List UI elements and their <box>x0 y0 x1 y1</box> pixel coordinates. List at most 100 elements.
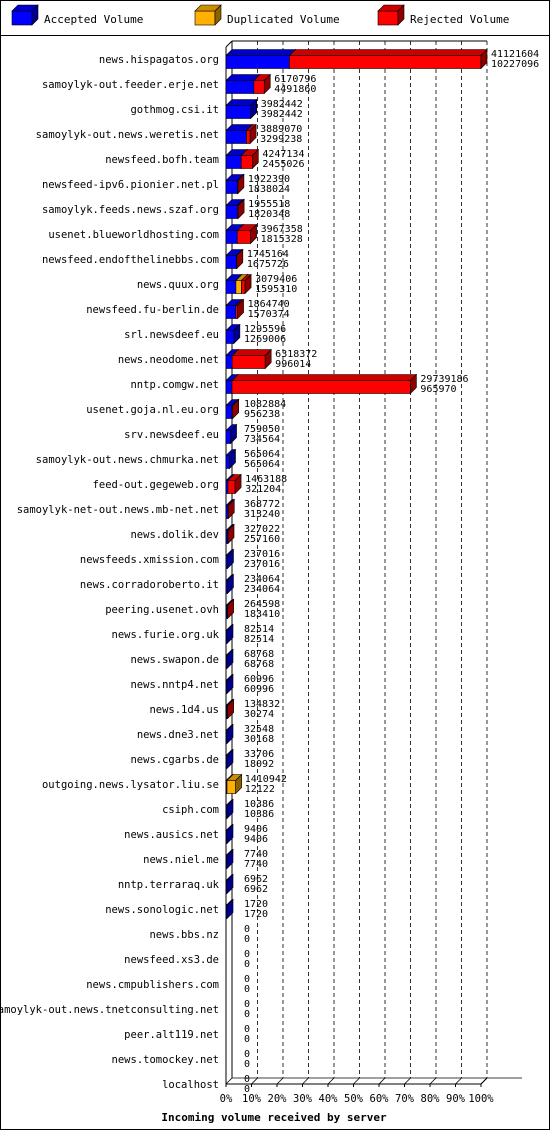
bar-row-28 <box>225 748 234 770</box>
value-accepted-41: 0 <box>244 1084 250 1095</box>
value-total-30: 10386 <box>244 799 274 810</box>
server-label-4: newsfeed.bofh.team <box>105 154 219 166</box>
bar-accepted-32 <box>225 848 234 870</box>
server-label-3: samoylyk-out.news.weretis.net <box>36 129 219 141</box>
value-accepted-13: 965970 <box>420 384 456 395</box>
tick-mark-9 <box>455 1077 462 1085</box>
value-total-16: 565064 <box>244 449 280 460</box>
legend-duplicated-label: Duplicated Volume <box>227 13 340 26</box>
bar-row-23 <box>225 623 234 645</box>
server-label-21: news.corradoroberto.it <box>80 579 219 591</box>
bar-row-18 <box>225 498 236 520</box>
value-accepted-9: 1595310 <box>255 284 297 295</box>
bar-accepted-16 <box>225 448 237 470</box>
value-accepted-26: 30274 <box>244 709 274 720</box>
bar-row-22 <box>225 598 235 620</box>
tick-mark-0 <box>225 1077 233 1085</box>
bar-rejected-18 <box>227 498 236 520</box>
value-total-22: 264598 <box>244 599 280 610</box>
value-total-17: 1463188 <box>245 474 287 485</box>
server-label-14: usenet.goja.nl.eu.org <box>86 404 219 416</box>
tick-mark-10 <box>480 1077 488 1085</box>
value-accepted-4: 2455026 <box>262 159 304 170</box>
tick-label-7: 70% <box>395 1093 415 1105</box>
server-label-30: csiph.com <box>162 804 219 816</box>
bar-row-13 <box>225 373 418 395</box>
bar-accepted-28 <box>225 748 234 770</box>
value-total-12: 6318372 <box>275 349 317 360</box>
value-total-33: 6962 <box>244 874 268 885</box>
bar-rejected-6 <box>236 198 245 220</box>
grid <box>225 40 488 1084</box>
tick-mark-5 <box>353 1077 360 1085</box>
server-label-31: news.ausics.net <box>124 829 219 841</box>
server-label-2: gothmog.csi.it <box>130 104 219 116</box>
bar-rejected-8 <box>235 248 244 270</box>
server-label-13: nntp.comgw.net <box>130 379 219 391</box>
value-total-26: 134832 <box>244 699 280 710</box>
server-label-6: samoylyk.feeds.news.szaf.org <box>42 204 219 216</box>
value-total-0: 41121604 <box>491 49 539 60</box>
server-label-19: news.dolik.dev <box>130 529 219 541</box>
server-label-17: feed-out.gegeweb.org <box>93 479 219 491</box>
server-label-41: localhost <box>162 1079 219 1091</box>
server-labels: news.hispagatos.org samoylyk-out.feeder.e… <box>0 54 220 1091</box>
server-label-16: samoylyk-out.news.chmurka.net <box>36 454 219 466</box>
value-total-41: 0 <box>244 1074 250 1085</box>
value-total-10: 1864740 <box>248 299 290 310</box>
bar-accepted-31 <box>225 823 234 845</box>
tick-label-5: 50% <box>344 1093 364 1105</box>
server-label-34: news.sonologic.net <box>105 904 219 916</box>
bar-row-30 <box>225 798 234 820</box>
bar-row-32 <box>225 848 234 870</box>
server-label-20: newsfeeds.xmission.com <box>80 554 219 566</box>
legend: Accepted Volume Duplicated Volume Reject… <box>11 4 509 26</box>
bar-accepted-23 <box>225 623 234 645</box>
bar-accepted-15 <box>225 423 238 445</box>
value-accepted-10: 1570374 <box>248 309 290 320</box>
value-total-35: 0 <box>244 924 250 935</box>
server-label-9: news.quux.org <box>137 279 219 291</box>
value-total-7: 3967358 <box>261 224 303 235</box>
value-accepted-17: 321204 <box>245 484 281 495</box>
tick-mark-7 <box>404 1077 411 1085</box>
value-total-15: 759050 <box>244 424 280 435</box>
bar-rejected-26 <box>226 698 235 720</box>
server-label-10: newsfeed.fu-berlin.de <box>86 304 219 316</box>
bar-row-25 <box>225 673 234 695</box>
server-label-1: samoylyk-out.feeder.erje.net <box>42 79 219 91</box>
legend-rejected-label: Rejected Volume <box>410 13 509 26</box>
value-accepted-34: 1720 <box>244 909 268 920</box>
value-total-13: 29739186 <box>420 374 468 385</box>
bar-row-9 <box>225 273 252 295</box>
value-accepted-30: 10386 <box>244 809 274 820</box>
legend-accepted-box <box>11 4 39 26</box>
bar-row-1 <box>225 73 271 95</box>
bar-row-15 <box>225 423 238 445</box>
value-total-4: 4247134 <box>262 149 304 160</box>
bar-row-16 <box>225 448 237 470</box>
y-axis-top-join <box>225 40 233 48</box>
tick-mark-8 <box>429 1077 437 1085</box>
value-accepted-8: 1675726 <box>247 259 289 270</box>
tick-label-1: 10% <box>242 1093 262 1105</box>
bar-row-3 <box>225 123 257 145</box>
value-total-20: 237016 <box>244 549 280 560</box>
bar-row-19 <box>225 523 235 545</box>
value-total-39: 0 <box>244 1024 250 1035</box>
bar-row-2 <box>225 98 258 120</box>
value-total-1: 6170796 <box>274 74 316 85</box>
bar-accepted-30 <box>225 798 234 820</box>
value-accepted-29: 12122 <box>245 784 275 795</box>
server-label-40: news.tomockey.net <box>112 1054 219 1066</box>
value-accepted-25: 60996 <box>244 684 274 695</box>
value-accepted-36: 0 <box>244 959 250 970</box>
tick-label-10: 100% <box>468 1093 494 1105</box>
value-accepted-22: 183410 <box>244 609 280 620</box>
server-label-22: peering.usenet.ovh <box>105 604 219 616</box>
bar-row-5 <box>225 173 245 195</box>
value-accepted-3: 3299238 <box>260 134 302 145</box>
bar-row-11 <box>225 323 241 345</box>
value-total-40: 0 <box>244 1049 250 1060</box>
